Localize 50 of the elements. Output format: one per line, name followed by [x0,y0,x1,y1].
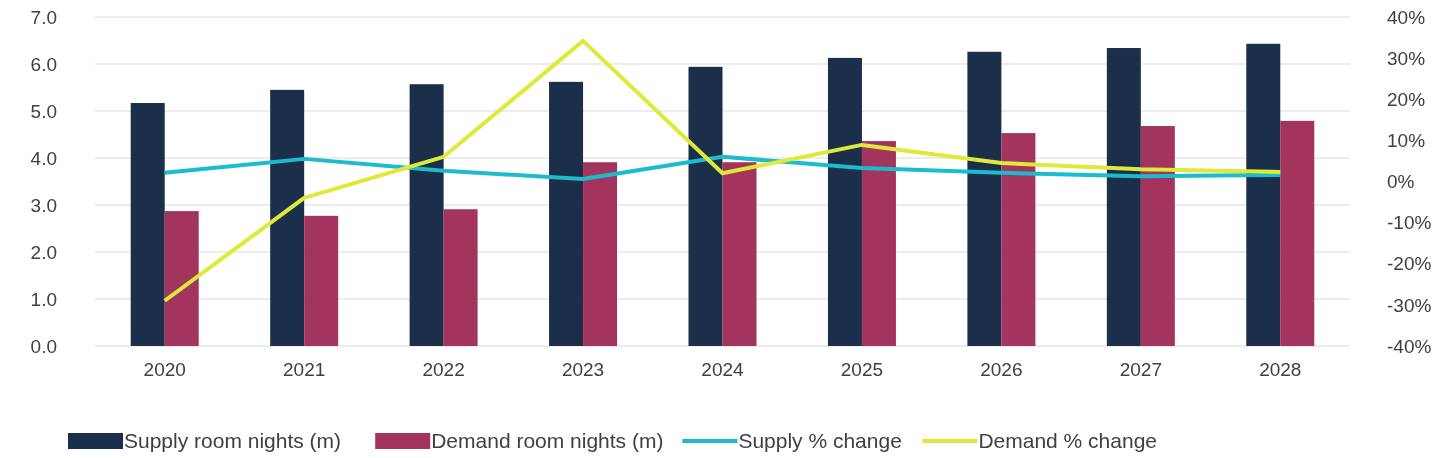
legend-label: Supply % change [738,429,902,453]
bar [1001,133,1036,346]
x-tick-label: 2025 [840,359,884,380]
x-tick-label: 2027 [1119,359,1162,380]
y-tick-label: 6.0 [30,53,57,75]
legend-label: Demand % change [978,429,1158,453]
x-tick-label: 2028 [1259,359,1302,380]
bar [270,89,305,346]
bar [1140,126,1175,346]
y2-tick-label: 30% [1387,47,1426,69]
y-tick-label: 2.0 [30,241,57,263]
y2-tick-label: 20% [1387,88,1426,110]
bar [130,103,165,346]
y-tick-label: 3.0 [30,194,57,216]
bar [549,81,584,346]
y2-tick-label: -10% [1387,212,1432,234]
bar [443,209,478,346]
y2-tick-label: -20% [1387,253,1432,275]
bar [967,51,1002,346]
y-tick-label: 0.0 [30,335,57,357]
bar [304,215,339,346]
line-series [162,154,1283,182]
x-tick-label: 2022 [422,359,465,380]
bar [1106,48,1141,346]
x-tick-label: 2021 [283,359,326,380]
y-tick-label: 4.0 [30,147,57,169]
bar [409,84,444,346]
line-series [162,38,1283,303]
y-tick-label: 7.0 [30,6,57,28]
bar [583,162,618,346]
y2-tick-label: 0% [1387,171,1415,193]
legend-label: Supply room nights (m) [124,429,342,453]
x-tick-label: 2020 [143,359,186,380]
y2-tick-label: 40% [1387,6,1426,28]
bar [1246,43,1281,346]
bar [1280,120,1315,346]
bar [164,211,199,346]
y-tick-label: 5.0 [30,100,57,122]
x-tick-label: 2026 [980,359,1023,380]
bar [827,57,862,346]
y2-tick-label: -40% [1387,335,1432,357]
y-tick-label: 1.0 [30,288,57,310]
x-tick-label: 2023 [561,359,605,380]
legend-label: Demand room nights (m) [431,429,664,453]
bar [688,66,723,346]
x-tick-label: 2024 [701,359,745,380]
bar [861,141,896,346]
y2-tick-label: 10% [1387,130,1426,152]
bar [722,162,757,346]
y2-tick-label: -30% [1387,294,1432,316]
